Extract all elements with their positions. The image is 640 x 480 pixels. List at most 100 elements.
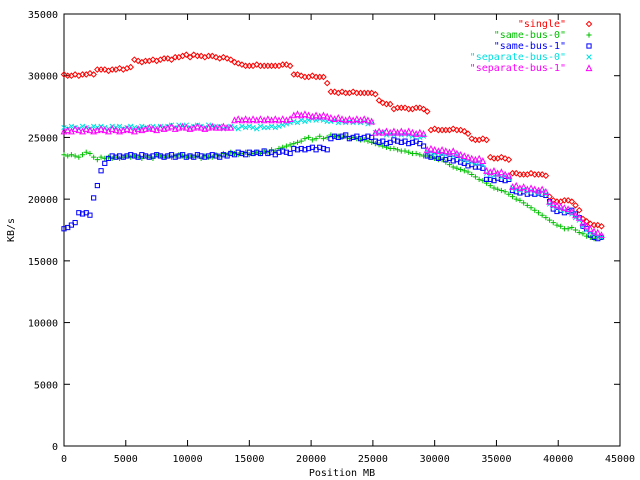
data-point	[182, 123, 190, 131]
data-point	[145, 123, 153, 131]
data-point	[316, 73, 324, 81]
data-point	[364, 89, 372, 97]
data-point	[260, 62, 268, 70]
data-point	[264, 62, 272, 70]
data-point	[183, 51, 190, 59]
data-point	[417, 152, 423, 158]
data-point	[320, 73, 327, 81]
data-point	[505, 156, 513, 163]
x-tick-label: 25000	[358, 454, 388, 465]
data-point	[238, 61, 246, 68]
data-point	[72, 153, 78, 159]
data-point	[306, 134, 312, 141]
data-point	[220, 53, 227, 61]
data-point	[323, 112, 331, 120]
data-point	[405, 127, 413, 135]
x-tick-label: 35000	[481, 454, 511, 465]
data-point	[91, 195, 97, 201]
legend-marker	[585, 20, 593, 28]
x-tick-label: 5000	[114, 454, 138, 465]
legend-marker	[586, 32, 592, 38]
data-point	[558, 223, 564, 229]
data-point	[168, 56, 175, 63]
data-point	[506, 191, 512, 197]
data-point	[590, 227, 598, 235]
data-point	[75, 126, 83, 134]
data-point	[90, 123, 97, 130]
data-point	[449, 147, 457, 155]
data-point	[395, 147, 401, 153]
data-point	[505, 171, 513, 179]
data-point	[483, 167, 490, 174]
series-5	[60, 110, 605, 239]
data-point	[298, 138, 304, 144]
data-point	[549, 200, 557, 208]
data-point	[465, 169, 471, 175]
data-point	[502, 189, 508, 195]
data-point	[538, 171, 546, 178]
data-point	[79, 152, 86, 158]
data-point	[294, 139, 301, 145]
data-point	[572, 227, 579, 233]
data-point	[301, 110, 309, 118]
data-point	[423, 108, 431, 115]
y-tick-label: 20000	[28, 195, 58, 206]
data-point	[279, 122, 286, 128]
data-point	[557, 202, 565, 210]
data-point	[338, 115, 346, 123]
data-point	[468, 135, 476, 142]
data-point	[242, 115, 250, 123]
legend-entry-label: "same-bus-1"	[494, 41, 566, 52]
data-point	[460, 152, 468, 160]
data-point	[480, 165, 486, 171]
data-point	[442, 126, 450, 134]
data-point	[420, 143, 427, 149]
data-point	[586, 225, 594, 232]
data-point	[575, 206, 583, 214]
data-point	[64, 126, 72, 134]
data-point	[528, 205, 534, 211]
data-point	[353, 115, 361, 123]
data-point	[568, 198, 576, 205]
data-point	[464, 153, 472, 161]
data-point	[372, 90, 379, 98]
y-tick-label: 35000	[28, 10, 58, 21]
data-point	[501, 155, 509, 162]
data-point	[495, 186, 501, 192]
y-tick-label: 30000	[28, 72, 58, 83]
data-point	[271, 62, 279, 70]
data-point	[575, 213, 583, 221]
legend: "single""same-bus-0""same-bus-1""separat…	[470, 19, 593, 74]
data-point	[86, 69, 94, 77]
data-point	[479, 135, 487, 142]
data-point	[276, 123, 282, 130]
data-point	[313, 136, 319, 142]
data-point	[249, 115, 257, 123]
data-point	[520, 183, 528, 190]
data-point	[127, 126, 135, 134]
data-point	[420, 130, 427, 137]
data-point	[87, 212, 93, 218]
data-point	[97, 66, 105, 73]
data-point	[565, 226, 571, 232]
data-point	[302, 118, 308, 125]
data-point	[598, 231, 605, 239]
data-point	[79, 123, 86, 130]
data-point	[576, 229, 582, 236]
data-point	[87, 150, 93, 157]
data-point	[349, 88, 357, 96]
data-point	[458, 166, 464, 173]
data-point	[286, 115, 294, 123]
data-point	[517, 197, 523, 203]
data-point	[338, 88, 346, 96]
data-point	[194, 122, 201, 130]
data-point	[149, 125, 157, 132]
data-point	[406, 149, 412, 155]
data-point	[479, 157, 487, 164]
data-point	[283, 143, 289, 149]
data-point	[283, 121, 290, 127]
data-point	[438, 126, 446, 134]
x-axis: 0 5000 10000 15000 20000 25000 30000 35000 40000…	[61, 14, 635, 465]
data-point	[427, 144, 435, 152]
data-point	[569, 224, 575, 231]
